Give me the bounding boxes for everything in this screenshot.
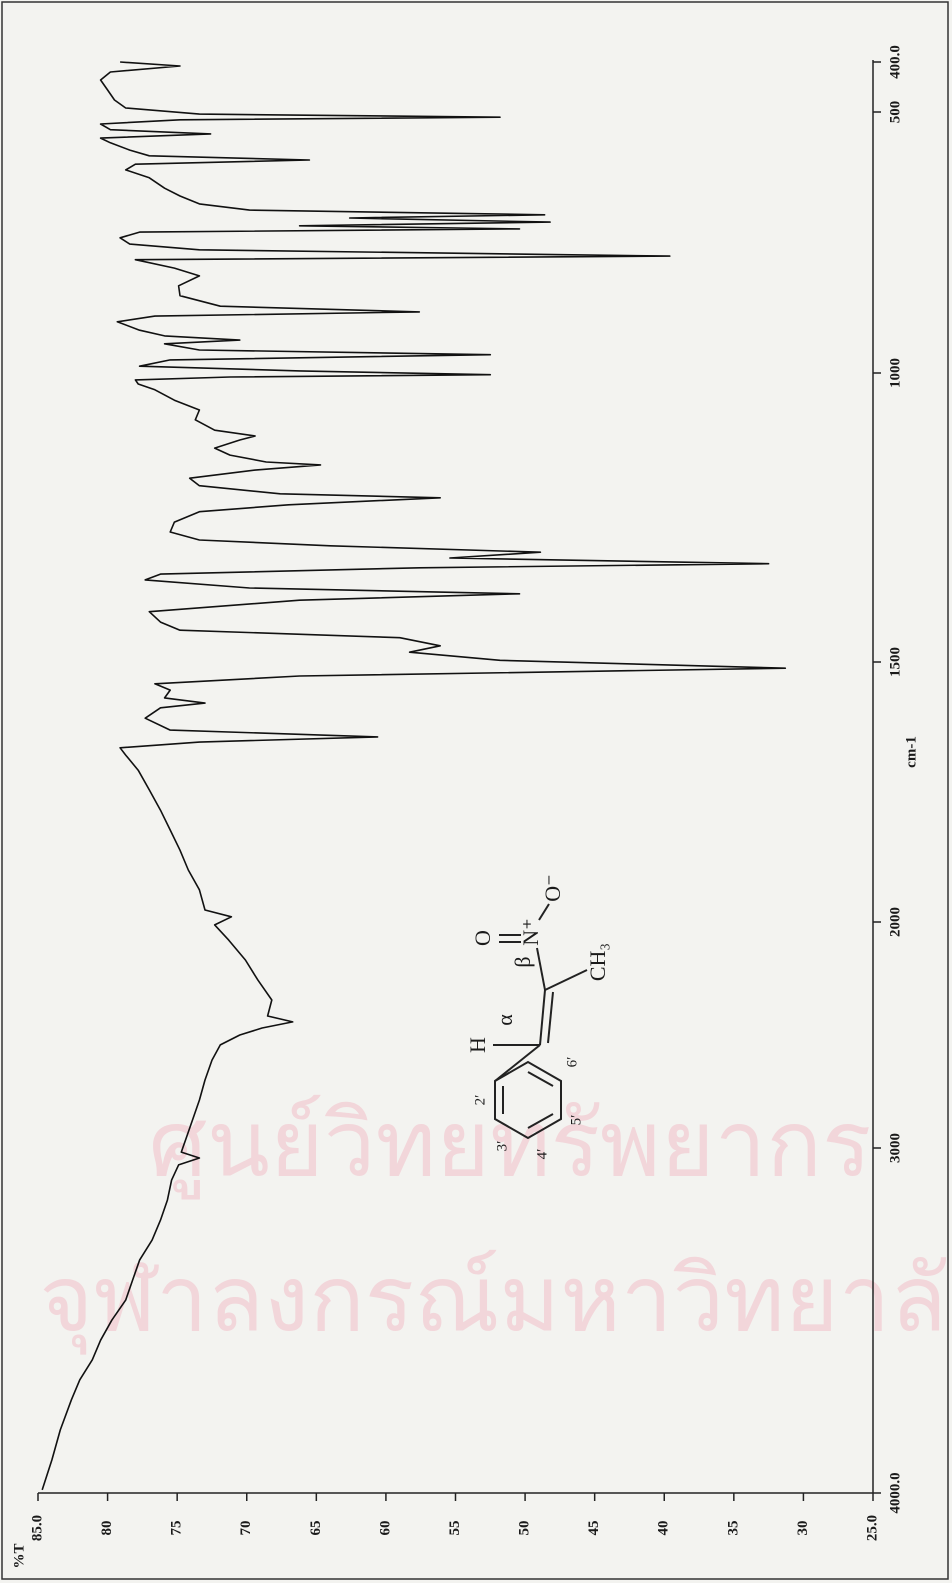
y-axis-label: %T <box>11 1543 27 1568</box>
structure: H α β O N⁺ O⁻ CH₃ 2′ 3′ 4′ 5′ 6′ <box>465 874 610 1159</box>
benzene-ring <box>494 1060 562 1140</box>
y-tick-label: 75 <box>169 1521 185 1536</box>
bond <box>527 1071 554 1087</box>
bond <box>527 1113 554 1129</box>
y-tick-label: 40 <box>656 1521 672 1536</box>
spectrum-line <box>41 61 787 1491</box>
y-tick-label: 25.0 <box>864 1515 880 1541</box>
x-tick-label: 4000.0 <box>887 1472 903 1513</box>
x-axis-label: cm-1 <box>903 736 919 768</box>
position-label: 6′ <box>564 1057 580 1068</box>
y-tick-label: 80 <box>99 1521 115 1536</box>
watermark-text: จุฬาลงกรณ์มหาวิทยาลัย <box>39 1245 952 1355</box>
x-tick-label: 1000 <box>887 358 903 388</box>
y-tick-label: 50 <box>517 1521 533 1536</box>
x-tick-label: 2000 <box>887 907 903 937</box>
x-tick-label: 500 <box>887 101 903 124</box>
atom-label: α <box>492 1014 517 1026</box>
position-label: 3′ <box>494 1141 510 1152</box>
x-tick-label: 3000 <box>887 1133 903 1163</box>
bond <box>536 947 546 991</box>
bond <box>538 903 550 921</box>
atom-label: N⁺ <box>518 918 543 946</box>
position-label: 2′ <box>472 1095 488 1106</box>
y-tick-label: 45 <box>586 1521 602 1536</box>
y-tick-label: 65 <box>308 1521 324 1536</box>
atom-label: β <box>510 956 535 967</box>
atom-label: CH₃ <box>585 943 610 981</box>
y-tick-label: 85.0 <box>29 1515 45 1541</box>
y-tick-label: 70 <box>238 1521 254 1536</box>
bond <box>547 991 554 1044</box>
bond <box>494 1044 541 1082</box>
watermark-text: ศูนย์วิทยทรัพยากร <box>149 1090 872 1199</box>
y-tick-label: 55 <box>447 1521 463 1536</box>
position-label: 5′ <box>568 1115 584 1126</box>
atom-label: O⁻ <box>540 874 565 902</box>
y-tick-label: 30 <box>795 1521 811 1536</box>
position-label: 4′ <box>534 1149 550 1160</box>
y-tick-label: 60 <box>377 1521 393 1536</box>
watermark: ศูนย์วิทยทรัพยากร จุฬาลงกรณ์มหาวิทยาลัย <box>39 1090 952 1355</box>
y-tick-label: 35 <box>725 1521 741 1536</box>
atom-label: O <box>470 930 495 946</box>
x-tick-label: 400.0 <box>887 45 903 79</box>
bond <box>544 969 588 991</box>
x-tick-label: 1500 <box>887 647 903 677</box>
atom-label: H <box>465 1037 490 1053</box>
bond <box>539 989 546 1046</box>
